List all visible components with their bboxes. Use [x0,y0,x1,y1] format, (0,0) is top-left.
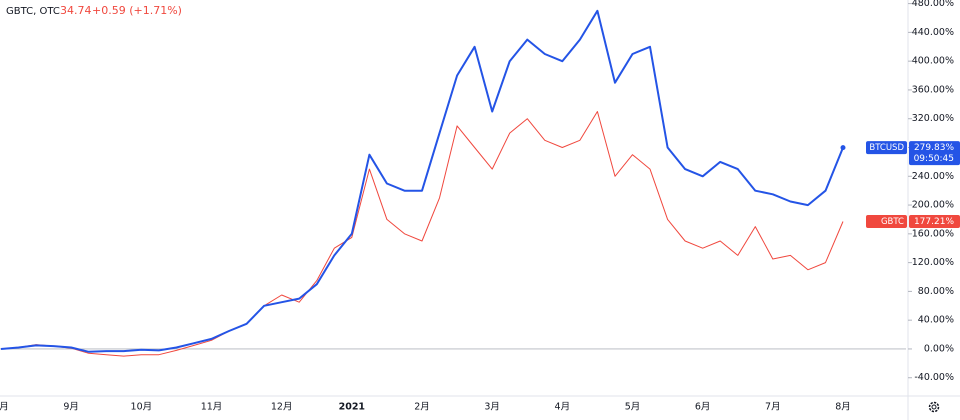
y-tick-label: 0.00% [924,343,954,354]
value-badge [909,214,960,228]
value-badge [909,141,960,166]
y-tick-label: 480.00% [912,0,954,9]
last-value: 279.83% [914,143,954,153]
y-tick-label: 360.00% [912,84,954,95]
y-tick-label: 440.00% [912,27,954,38]
series-badge [866,214,907,228]
x-tick-label: 8月 [835,402,851,413]
y-tick-label: -40.00% [914,372,954,383]
settings-icon[interactable] [928,401,940,413]
x-tick-label: 10月 [131,402,153,413]
last-value: 177.21% [914,217,954,227]
y-tick-label: 160.00% [912,228,954,239]
x-tick-label: 8月 [0,402,9,413]
series-badge [866,141,907,155]
change: +0.59 (+1.71%) [92,4,182,17]
x-tick-label: 2021 [339,402,365,413]
x-tick-label: 7月 [765,402,781,413]
countdown: 09:50:45 [914,154,954,164]
line-1 [0,111,844,357]
series-name: GBTC [881,217,904,227]
x-tick-label: 6月 [695,402,711,413]
price: 34.74 [60,4,92,17]
x-tick-label: 12月 [271,402,293,413]
y-tick-label: 40.00% [918,315,954,326]
y-tick-label: 80.00% [918,286,954,297]
y-tick-label: 320.00% [912,113,954,124]
line-0 [0,9,844,353]
x-tick-label: 5月 [625,402,641,413]
x-tick-label: 3月 [484,402,500,413]
x-tick-label: 4月 [555,402,571,413]
x-tick-label: 9月 [63,402,79,413]
symbol: GBTC, OTC [6,6,60,17]
y-tick-label: 400.00% [912,56,954,67]
x-tick-label: 11月 [201,402,223,413]
last-point [840,145,846,151]
x-tick-label: 2月 [414,402,430,413]
y-tick-label: 200.00% [912,200,954,211]
y-tick-label: 120.00% [912,257,954,268]
series-name: BTCUSD [869,143,904,153]
y-tick-label: 240.00% [912,171,954,182]
